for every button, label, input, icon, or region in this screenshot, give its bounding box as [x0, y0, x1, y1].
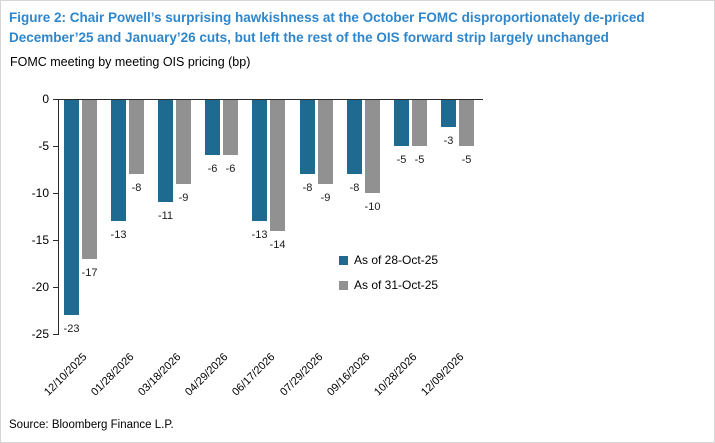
bar-series1	[441, 100, 456, 127]
bar-series1	[394, 100, 409, 146]
bar-value-label: -14	[269, 239, 286, 251]
source-note: Source: Bloomberg Finance L.P.	[9, 419, 174, 431]
bar-series1	[300, 100, 315, 174]
bar-series2	[459, 100, 474, 146]
bar-value-label: -5	[461, 154, 472, 166]
bar-series1	[252, 100, 267, 221]
bar-value-label: -8	[302, 182, 313, 194]
legend-label: As of 31-Oct-25	[354, 278, 439, 292]
y-axis-tick	[53, 99, 58, 100]
figure-title: Figure 2: Chair Powell’s surprising hawk…	[9, 10, 645, 45]
bar-series1	[64, 100, 79, 315]
legend-item: As of 31-Oct-25	[339, 278, 438, 292]
bar-value-label: -13	[251, 229, 268, 241]
bar-value-label: -10	[364, 201, 381, 213]
bar-value-label: -8	[131, 182, 142, 194]
chart-subtitle: FOMC meeting by meeting OIS pricing (bp)	[10, 55, 251, 69]
y-axis-line	[58, 99, 59, 335]
y-axis-tick-label: -25	[31, 327, 49, 341]
bar-value-label: -9	[178, 192, 189, 204]
bar-value-label: -9	[320, 192, 331, 204]
bar-series2	[176, 100, 191, 184]
bar-series1	[158, 100, 173, 202]
bar-series2	[270, 100, 285, 231]
y-axis-tick-label: -5	[38, 139, 49, 153]
bar-value-label: -3	[443, 135, 454, 147]
legend-swatch-icon	[339, 280, 348, 290]
y-axis-tick-label: -15	[31, 233, 49, 247]
bar-value-label: -23	[63, 323, 80, 335]
y-axis-tick	[53, 287, 58, 288]
bar-value-label: -5	[396, 154, 407, 166]
y-axis-tick-label: 0	[42, 92, 49, 106]
bar-value-label: -11	[157, 210, 174, 222]
legend-item: As of 28-Oct-25	[339, 253, 438, 267]
bar-value-label: -8	[349, 182, 360, 194]
bar-value-label: -6	[225, 163, 236, 175]
bar-series2	[223, 100, 238, 155]
bar-series1	[347, 100, 362, 174]
bar-series2	[82, 100, 97, 259]
bar-series1	[111, 100, 126, 221]
y-axis-tick-label: -10	[31, 186, 49, 200]
bar-value-label: -6	[207, 163, 218, 175]
y-axis-tick	[53, 240, 58, 241]
bar-series1	[205, 100, 220, 155]
legend-swatch-icon	[339, 255, 348, 265]
bar-value-label: -17	[81, 267, 98, 279]
x-axis-zero-line	[58, 99, 483, 100]
legend-label: As of 28-Oct-25	[354, 253, 439, 267]
y-axis-tick	[53, 146, 58, 147]
y-axis-tick	[53, 334, 58, 335]
bar-series2	[318, 100, 333, 184]
y-axis-tick-label: -20	[31, 280, 49, 294]
bar-series2	[412, 100, 427, 146]
bar-series2	[129, 100, 144, 174]
y-axis-tick	[53, 193, 58, 194]
bar-series2	[365, 100, 380, 193]
chart-legend: As of 28-Oct-25 As of 31-Oct-25	[339, 253, 438, 303]
bar-value-label: -13	[110, 229, 127, 241]
bar-value-label: -5	[414, 154, 425, 166]
